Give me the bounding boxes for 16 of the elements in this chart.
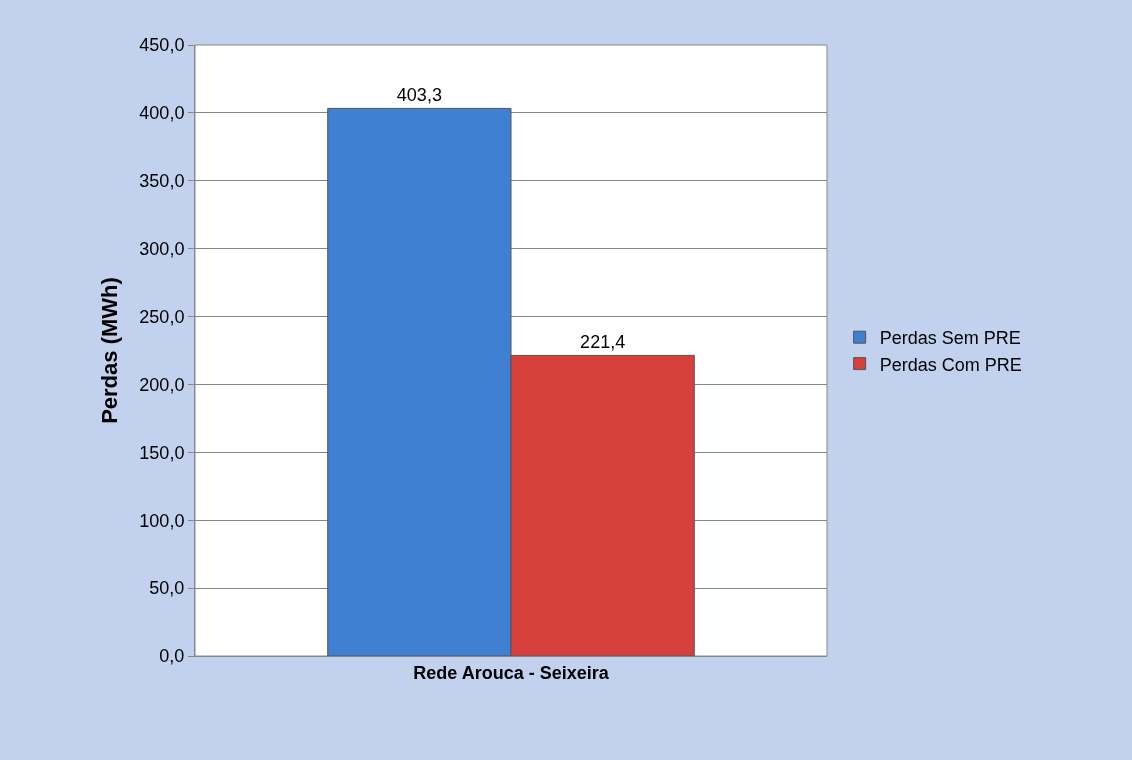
- x-tick-label: Rede Arouca - Seixeira: [413, 662, 610, 683]
- y-tick-label: 150,0: [139, 442, 185, 463]
- y-tick-label: 200,0: [139, 374, 185, 395]
- legend-label: Perdas Com PRE: [879, 354, 1022, 375]
- y-tick-label: 450,0: [139, 35, 185, 56]
- y-tick-label: 300,0: [139, 238, 185, 259]
- y-tick-label: 50,0: [149, 578, 185, 599]
- y-tick-label: 0,0: [159, 646, 185, 667]
- data-label: 403,3: [396, 85, 442, 106]
- y-tick-label: 350,0: [139, 171, 185, 192]
- data-label: 221,4: [580, 332, 626, 353]
- y-tick-label: 100,0: [139, 510, 185, 531]
- y-tick-label: 250,0: [139, 306, 185, 327]
- legend-label: Perdas Sem PRE: [879, 328, 1021, 349]
- y-tick-label: 400,0: [139, 103, 185, 124]
- y-axis-title: Perdas (MWh): [97, 277, 123, 424]
